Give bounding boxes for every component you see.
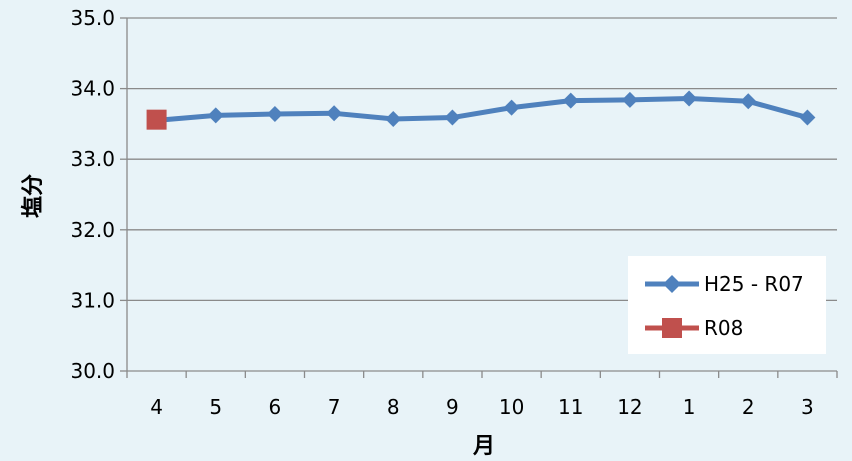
- x-tick-label: 2: [742, 395, 755, 419]
- data-point-series-1: [681, 90, 698, 107]
- legend-box: [628, 256, 826, 354]
- x-tick-label: 10: [499, 395, 524, 419]
- x-tick-labels: 4 5 6 7 8 9 10 11 12 1 2 3: [150, 395, 814, 419]
- data-point-series-1: [799, 109, 816, 126]
- axes: [120, 17, 838, 378]
- series-line-1: [156, 95, 809, 123]
- series: [146, 90, 816, 130]
- data-point-series-1: [562, 92, 579, 109]
- x-tick-label: 11: [558, 395, 583, 419]
- x-tick-label: 7: [328, 395, 341, 419]
- data-point-series-1: [621, 91, 638, 108]
- data-point-series-1: [326, 105, 343, 122]
- y-tick-labels: 30.0 31.0 32.0 33.0 34.0 35.0: [70, 6, 115, 383]
- x-tick-label: 9: [446, 395, 459, 419]
- data-point-series-1: [385, 110, 402, 127]
- data-point-series-1: [503, 99, 520, 116]
- x-axis-title: 月: [472, 434, 495, 459]
- x-tick-label: 8: [387, 395, 400, 419]
- data-point-series-1: [444, 109, 461, 126]
- legend: H25 - R07 R08: [628, 256, 826, 354]
- y-tick-label: 31.0: [70, 288, 115, 312]
- legend-marker-series-2: [662, 318, 682, 338]
- y-axis-title: 塩分: [20, 174, 46, 218]
- y-tick-label: 30.0: [70, 359, 115, 383]
- y-tick-label: 34.0: [70, 77, 115, 101]
- y-tick-label: 33.0: [70, 147, 115, 171]
- legend-label-series-2: R08: [704, 316, 743, 340]
- legend-marker-series-1: [663, 275, 681, 293]
- x-tick-label: 12: [617, 395, 642, 419]
- y-tick-label: 32.0: [70, 218, 115, 242]
- x-tick-label: 1: [683, 395, 696, 419]
- x-tick-label: 4: [150, 395, 163, 419]
- data-point-series-1: [207, 107, 224, 124]
- data-point-series-2: [146, 109, 167, 130]
- y-tick-label: 35.0: [70, 6, 115, 30]
- data-point-series-1: [740, 93, 757, 110]
- x-tick-label: 6: [269, 395, 282, 419]
- legend-label-series-1: H25 - R07: [704, 272, 804, 296]
- x-tick-label: 3: [801, 395, 814, 419]
- x-tick-label: 5: [209, 395, 222, 419]
- data-point-series-1: [266, 106, 283, 123]
